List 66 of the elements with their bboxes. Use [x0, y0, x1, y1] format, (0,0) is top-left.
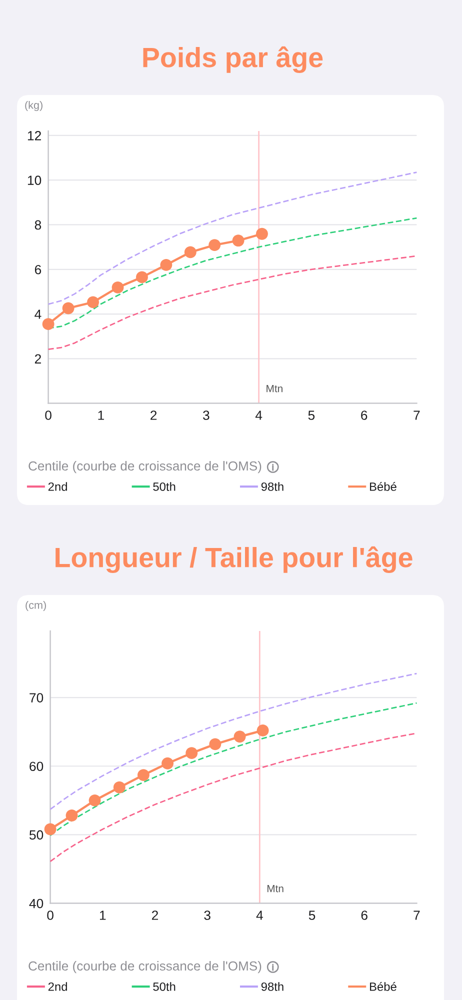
line-series — [50, 732, 418, 862]
point — [112, 281, 124, 294]
line-series — [48, 255, 418, 350]
legend-label: 50th — [153, 482, 176, 491]
y-axis-title: (cm) — [26, 600, 46, 612]
y-tick-label: 60 — [30, 762, 44, 772]
x-tick-label: 6 — [361, 410, 368, 420]
point — [88, 794, 101, 806]
ref-line-label: Mtn — [267, 884, 284, 892]
x-tick-label: 6 — [361, 910, 368, 920]
y-tick-label: 8 — [34, 220, 42, 230]
point — [136, 271, 148, 284]
point — [62, 302, 74, 314]
point — [160, 258, 172, 271]
x-tick-label: 2 — [152, 910, 158, 920]
legend-label: Bébé — [370, 982, 396, 991]
point — [256, 228, 268, 240]
y-tick-label: 6 — [34, 264, 42, 274]
legend-label: 2nd — [48, 482, 67, 491]
legend-title: Centile (courbe de croissance de l'OMS) — [28, 961, 262, 974]
y-tick-label: 12 — [28, 131, 41, 140]
y-tick-label: 2 — [34, 354, 41, 364]
x-tick-label: 7 — [414, 410, 420, 420]
legend-label: 98th — [261, 482, 284, 491]
point — [44, 823, 56, 836]
point — [208, 239, 221, 252]
y-tick-label: 70 — [30, 693, 44, 702]
x-tick-label: 0 — [45, 410, 52, 420]
legend-label: 2nd — [48, 982, 67, 991]
chart-title: Poids par âge — [143, 46, 323, 73]
point — [232, 234, 244, 247]
legend-title: Centile (courbe de croissance de l'OMS) — [28, 461, 262, 474]
y-tick-label: 40 — [29, 898, 44, 908]
x-tick-label: 3 — [203, 410, 210, 420]
x-tick-label: 2 — [150, 410, 157, 420]
chart-title: Longueur / Taille pour l'âge — [56, 546, 412, 573]
point — [184, 246, 196, 258]
point — [87, 296, 100, 308]
point — [113, 781, 126, 794]
x-tick-label: 7 — [414, 910, 420, 920]
x-tick-label: 1 — [100, 910, 106, 920]
y-tick-label: 10 — [28, 176, 42, 186]
point — [256, 724, 269, 736]
legend-label: 50th — [153, 982, 176, 991]
line-series — [48, 172, 418, 305]
point — [234, 730, 246, 743]
point — [66, 810, 78, 822]
x-tick-label: 5 — [308, 410, 315, 420]
y-tick-label: 50 — [29, 830, 44, 840]
point — [209, 738, 222, 750]
y-axis-title: (kg) — [25, 100, 42, 112]
legend-label: 98th — [261, 982, 284, 991]
x-tick-label: 3 — [204, 910, 210, 920]
line-series — [50, 672, 418, 810]
x-tick-label: 0 — [47, 910, 54, 920]
x-tick-label: 5 — [308, 910, 316, 920]
point — [186, 747, 198, 760]
x-tick-label: 4 — [256, 910, 263, 920]
point — [138, 769, 150, 782]
point — [42, 318, 54, 330]
y-tick-label: 4 — [34, 310, 42, 319]
point — [162, 757, 174, 770]
x-tick-label: 4 — [255, 410, 262, 420]
legend-label: Bébé — [370, 482, 396, 491]
ref-line-label: Mtn — [266, 384, 282, 392]
x-tick-label: 1 — [98, 410, 104, 420]
